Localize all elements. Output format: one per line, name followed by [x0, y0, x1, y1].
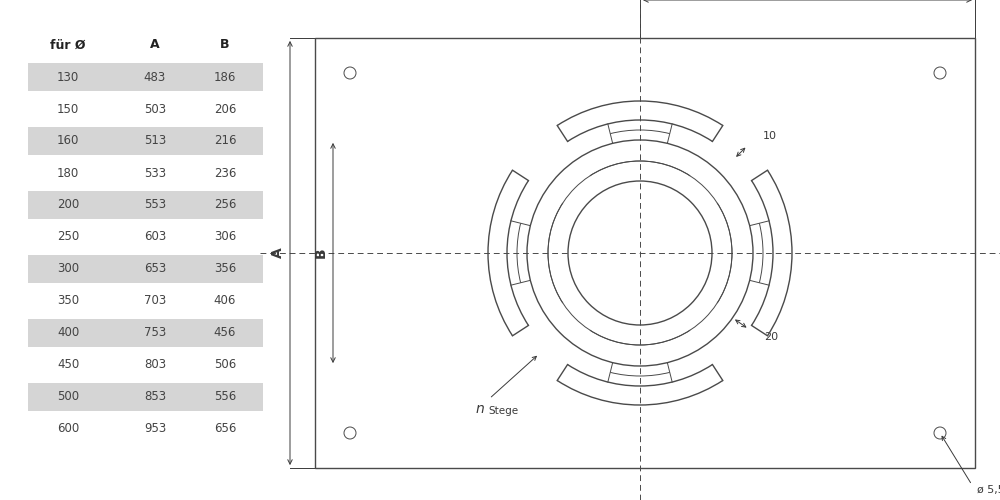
Text: B: B: [314, 248, 328, 258]
Bar: [28, 191, 263, 220]
Text: 603: 603: [144, 230, 166, 243]
Text: 150: 150: [57, 102, 79, 116]
Text: 703: 703: [144, 294, 166, 308]
Bar: [28, 63, 263, 92]
Text: 853: 853: [144, 390, 166, 404]
Text: 256: 256: [214, 198, 236, 211]
Text: 200: 200: [57, 198, 79, 211]
Text: 953: 953: [144, 422, 166, 436]
Text: 553: 553: [144, 198, 166, 211]
Text: ø 5,5: ø 5,5: [977, 485, 1000, 495]
Text: 503: 503: [144, 102, 166, 116]
Bar: [28, 319, 263, 348]
Text: für Ø: für Ø: [50, 38, 86, 52]
Text: 450: 450: [57, 358, 79, 372]
Text: 350: 350: [57, 294, 79, 308]
Text: 306: 306: [214, 230, 236, 243]
Text: 656: 656: [214, 422, 236, 436]
Text: B: B: [220, 38, 230, 52]
Bar: [28, 383, 263, 412]
Text: 400: 400: [57, 326, 79, 340]
Text: 483: 483: [144, 70, 166, 84]
Text: 206: 206: [214, 102, 236, 116]
Text: 236: 236: [214, 166, 236, 179]
Text: 300: 300: [57, 262, 79, 276]
Text: 753: 753: [144, 326, 166, 340]
Text: 406: 406: [214, 294, 236, 308]
Bar: [28, 127, 263, 156]
Text: 20: 20: [764, 332, 778, 342]
Text: 506: 506: [214, 358, 236, 372]
Text: 456: 456: [214, 326, 236, 340]
Text: 600: 600: [57, 422, 79, 436]
Text: Stege: Stege: [488, 406, 518, 416]
Text: 250: 250: [57, 230, 79, 243]
Text: 803: 803: [144, 358, 166, 372]
Text: 356: 356: [214, 262, 236, 276]
Text: 513: 513: [144, 134, 166, 147]
Bar: [315, 38, 975, 468]
Text: 186: 186: [214, 70, 236, 84]
Text: 10: 10: [762, 130, 776, 140]
Text: 130: 130: [57, 70, 79, 84]
Text: 180: 180: [57, 166, 79, 179]
Text: 216: 216: [214, 134, 236, 147]
Bar: [28, 255, 263, 284]
Text: 653: 653: [144, 262, 166, 276]
Text: 500: 500: [57, 390, 79, 404]
Text: A: A: [150, 38, 160, 52]
Text: A: A: [271, 248, 285, 258]
Text: 556: 556: [214, 390, 236, 404]
Text: 160: 160: [57, 134, 79, 147]
Text: 533: 533: [144, 166, 166, 179]
Text: n: n: [475, 402, 484, 416]
